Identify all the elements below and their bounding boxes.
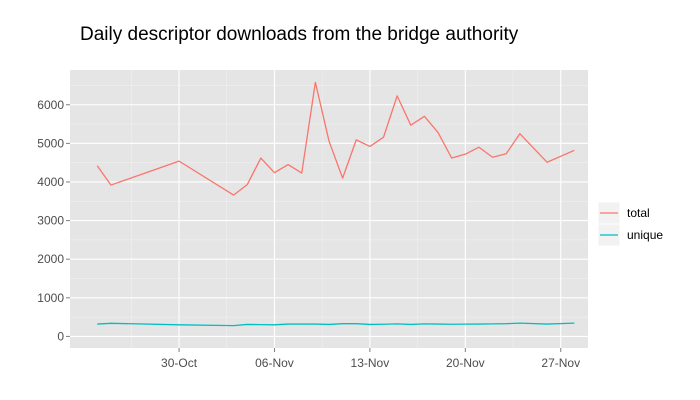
legend-label-unique: unique [627,228,663,242]
legend-label-total: total [627,206,650,220]
x-tick-label: 06-Nov [255,356,294,370]
y-tick-label: 4000 [37,175,64,189]
series-lines [96,81,575,327]
chart-title: Daily descriptor downloads from the brid… [80,24,519,45]
y-tick-label: 2000 [37,252,64,266]
legend: total unique [597,201,663,247]
major-gridlines [70,70,588,348]
y-axis: 0 1000 2000 3000 4000 5000 6000 [37,98,70,343]
series-line-total [96,81,575,196]
x-tick-label: 13-Nov [351,356,390,370]
y-tick-label: 6000 [37,98,64,112]
y-tick-label: 0 [57,329,64,343]
x-tick-label: 20-Nov [446,356,485,370]
y-tick-label: 1000 [37,291,64,305]
y-tick-label: 5000 [37,136,64,150]
y-tick-label: 3000 [37,214,64,228]
x-axis: 30-Oct 06-Nov 13-Nov 20-Nov 27-Nov [161,348,580,370]
x-tick-label: 27-Nov [541,356,580,370]
minor-gridlines [70,70,588,348]
plot-panel [70,70,588,348]
x-tick-label: 30-Oct [161,356,198,370]
series-line-unique [97,322,575,327]
